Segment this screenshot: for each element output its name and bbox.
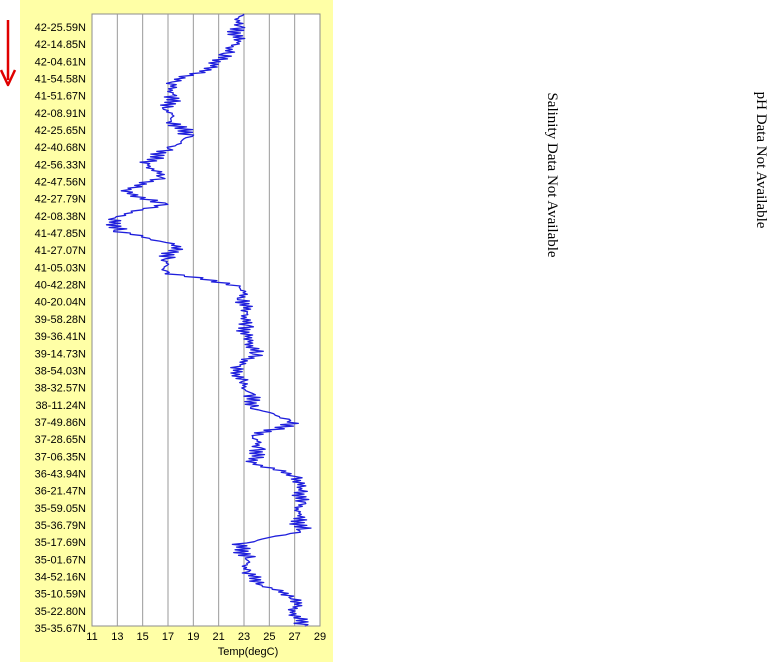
y-tick-label: 39-36.41N [35,331,86,343]
x-tick-label: 17 [162,631,174,643]
y-tick-label: 40-20.04N [35,297,86,309]
y-tick-label: 41-54.58N [35,74,86,86]
x-tick-label: 23 [238,631,250,643]
y-tick-label: 37-28.65N [35,434,86,446]
y-tick-label: 42-08.91N [35,108,86,120]
y-tick-label: 35-35.67N [35,623,86,635]
y-tick-label: 35-01.67N [35,554,86,566]
x-tick-label: 11 [86,631,97,643]
y-axis-labels: 42-25.59N 42-14.85N 42-04.61N 41-54.58N 41-5… [35,22,86,635]
plot-area [91,13,321,627]
y-tick-label: 35-17.69N [35,537,86,549]
x-axis-labels: 11 13 15 17 19 21 23 25 27 29 [86,631,326,643]
y-tick-label: 42-27.79N [35,194,86,206]
y-tick-label: 42-25.65N [35,125,86,137]
y-tick-label: 42-08.38N [35,211,86,223]
y-tick-label: 41-47.85N [35,228,86,240]
y-tick-label: 37-06.35N [35,451,86,463]
grid-lines [116,14,296,626]
y-tick-label: 39-14.73N [35,348,86,360]
down-arrow-icon [0,20,17,87]
x-tick-label: 27 [289,631,301,643]
x-tick-label: 19 [187,631,199,643]
y-tick-label: 39-58.28N [35,314,86,326]
y-tick-label: 42-14.85N [35,39,86,51]
x-tick-label: 21 [213,631,225,643]
y-tick-label: 35-36.79N [35,520,86,532]
ph-unavailable-text: pH Data Not Available [753,92,769,229]
y-tick-label: 35-22.80N [35,606,86,618]
x-tick-label: 25 [263,631,275,643]
y-tick-label: 42-56.33N [35,159,86,171]
x-axis-title: Temp(degC) [218,646,279,658]
y-tick-label: 35-10.59N [35,589,86,601]
y-tick-label: 36-21.47N [35,486,86,498]
y-tick-label: 36-43.94N [35,468,86,480]
temperature-series-line [105,13,312,627]
y-tick-label: 40-42.28N [35,280,86,292]
y-tick-label: 38-11.24N [35,400,86,412]
y-tick-label: 41-27.07N [35,245,86,257]
x-tick-label: 13 [111,631,123,643]
y-tick-label: 41-05.03N [35,262,86,274]
y-tick-label: 42-47.56N [35,177,86,189]
y-tick-label: 38-54.03N [35,365,86,377]
y-tick-label: 38-32.57N [35,383,86,395]
y-tick-label: 35-59.05N [35,503,86,515]
x-tick-label: 15 [137,631,149,643]
y-tick-label: 42-25.59N [35,22,86,34]
y-tick-label: 42-04.61N [35,56,86,68]
salinity-unavailable-text: Salinity Data Not Available [544,92,560,257]
y-tick-label: 42-40.68N [35,142,86,154]
x-tick-label: 29 [314,631,326,643]
y-tick-label: 37-49.86N [35,417,86,429]
y-tick-label: 34-52.16N [35,571,86,583]
y-tick-label: 41-51.67N [35,91,86,103]
series-layer [105,13,312,627]
